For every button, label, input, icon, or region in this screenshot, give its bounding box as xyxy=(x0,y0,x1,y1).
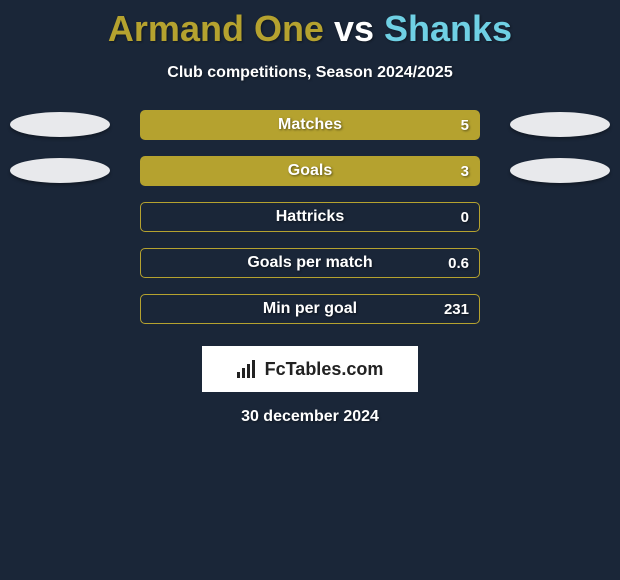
stat-bar: Goals per match0.6 xyxy=(140,248,480,278)
brand-text: FcTables.com xyxy=(265,359,384,380)
title-vs: vs xyxy=(324,8,384,49)
player-left-name: Armand One xyxy=(108,8,324,49)
brand-box[interactable]: FcTables.com xyxy=(202,346,418,392)
stat-value-right: 231 xyxy=(444,295,469,323)
stat-row: Goals3 xyxy=(0,156,620,186)
player-right-name: Shanks xyxy=(384,8,512,49)
stat-row: Min per goal231 xyxy=(0,294,620,324)
stat-bar: Hattricks0 xyxy=(140,202,480,232)
stat-value-right: 3 xyxy=(461,157,469,185)
stat-row: Hattricks0 xyxy=(0,202,620,232)
stat-label: Min per goal xyxy=(141,295,479,323)
stat-label: Goals xyxy=(141,157,479,185)
stat-value-right: 5 xyxy=(461,111,469,139)
page-title: Armand One vs Shanks xyxy=(0,0,620,50)
stat-bar: Goals3 xyxy=(140,156,480,186)
stat-row: Goals per match0.6 xyxy=(0,248,620,278)
stat-label: Goals per match xyxy=(141,249,479,277)
stat-bar: Min per goal231 xyxy=(140,294,480,324)
comparison-card: Armand One vs Shanks Club competitions, … xyxy=(0,0,620,580)
stat-value-right: 0.6 xyxy=(448,249,469,277)
footer-date: 30 december 2024 xyxy=(0,408,620,426)
stat-bar: Matches5 xyxy=(140,110,480,140)
subtitle: Club competitions, Season 2024/2025 xyxy=(0,64,620,82)
left-ellipse xyxy=(10,112,110,137)
right-ellipse xyxy=(510,112,610,137)
right-ellipse xyxy=(510,158,610,183)
left-ellipse xyxy=(10,158,110,183)
stat-row: Matches5 xyxy=(0,110,620,140)
stat-value-right: 0 xyxy=(461,203,469,231)
stat-label: Matches xyxy=(141,111,479,139)
stat-label: Hattricks xyxy=(141,203,479,231)
stats-rows: Matches5Goals3Hattricks0Goals per match0… xyxy=(0,110,620,324)
bar-chart-icon xyxy=(237,360,259,378)
